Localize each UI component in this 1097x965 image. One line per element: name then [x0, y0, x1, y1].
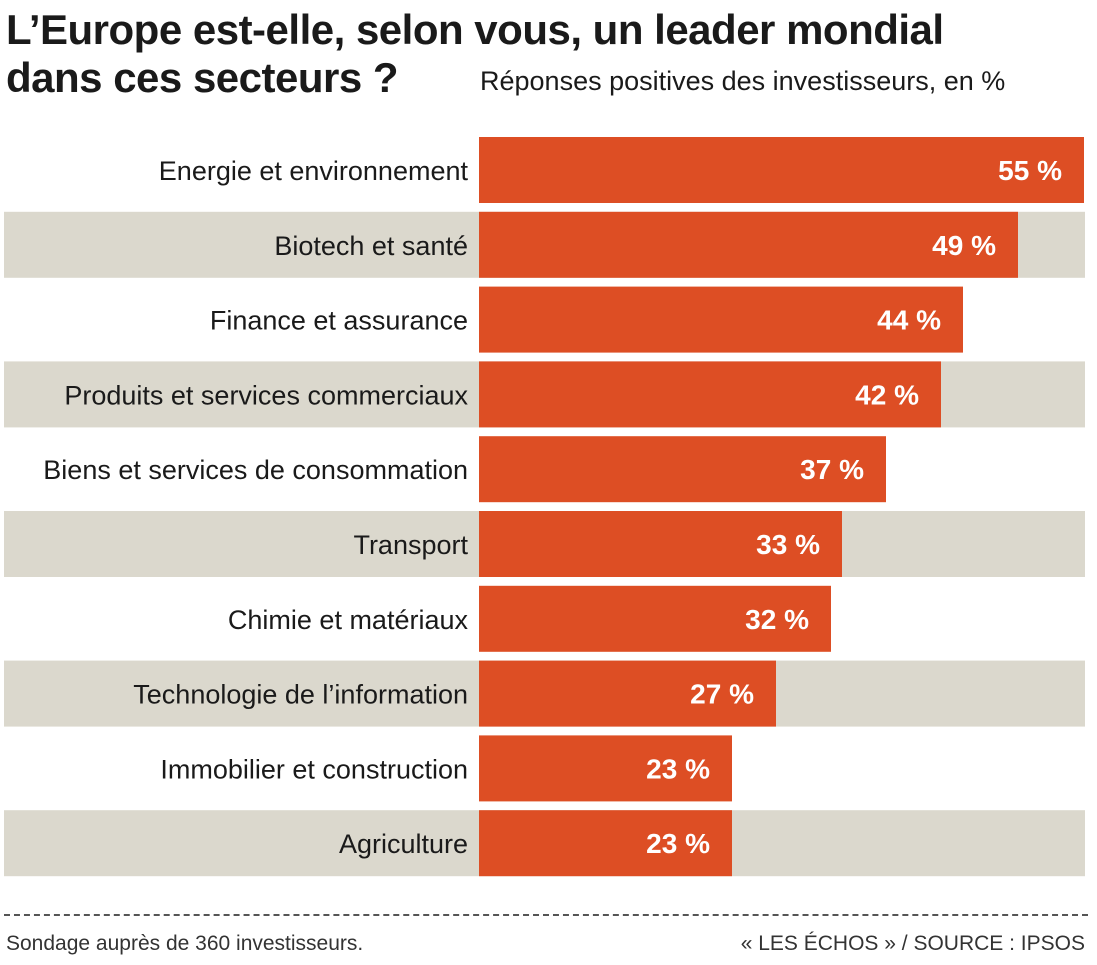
value-label: 37 %	[800, 454, 864, 485]
bar	[479, 810, 732, 877]
footer-note: Sondage auprès de 360 investisseurs.	[6, 932, 364, 955]
value-label: 44 %	[877, 305, 941, 336]
value-label: 55 %	[998, 155, 1062, 186]
category-label: Energie et environnement	[159, 156, 469, 186]
category-label: Transport	[353, 530, 468, 560]
value-label: 32 %	[745, 604, 809, 635]
bar	[479, 735, 732, 802]
bar	[479, 286, 963, 353]
bar	[479, 361, 941, 428]
value-label: 49 %	[932, 230, 996, 261]
category-label: Immobilier et construction	[160, 754, 468, 784]
chart-title-line-1: L’Europe est-elle, selon vous, un leader…	[6, 6, 944, 53]
category-label: Finance et assurance	[210, 306, 468, 336]
bar	[479, 585, 831, 652]
bar	[479, 511, 842, 577]
bar	[479, 660, 776, 727]
category-label: Chimie et matériaux	[228, 605, 469, 635]
value-label: 27 %	[690, 679, 754, 710]
footer-divider	[4, 914, 1088, 916]
bar	[479, 137, 1084, 203]
category-label: Biotech et santé	[274, 231, 468, 261]
bar	[479, 436, 886, 503]
chart-subtitle: Réponses positives des investisseurs, en…	[480, 66, 1006, 96]
category-label: Agriculture	[339, 829, 468, 859]
category-label: Biens et services de consommation	[43, 455, 468, 485]
category-label: Produits et services commerciaux	[64, 380, 468, 410]
chart-title: L’Europe est-elle, selon vous, un leader…	[6, 6, 944, 102]
bar	[479, 211, 1018, 278]
value-label: 42 %	[855, 379, 919, 410]
value-label: 23 %	[646, 828, 710, 859]
footer-source: « LES ÉCHOS » / SOURCE : IPSOS	[740, 932, 1085, 955]
chart-title-line-2: dans ces secteurs ?	[6, 54, 399, 101]
category-label: Technologie de l’information	[133, 680, 468, 710]
value-label: 23 %	[646, 753, 710, 784]
bar-chart: Energie et environnement 55 % Biotech et s…	[4, 137, 1085, 877]
value-label: 33 %	[756, 529, 820, 560]
